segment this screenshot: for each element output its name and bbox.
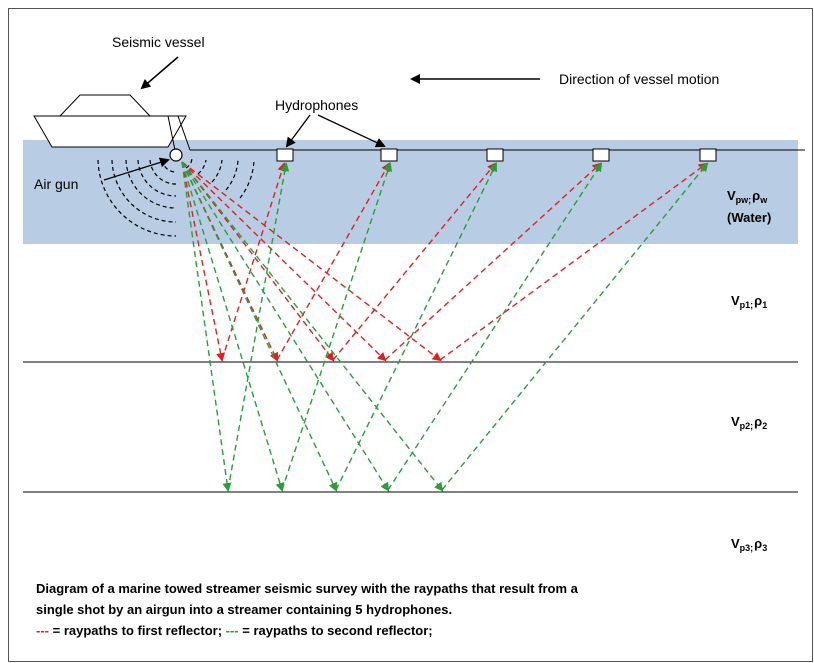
layer1-label: Vp1;ρ1 (731, 293, 767, 310)
second-reflector-raypaths (181, 161, 709, 492)
hydrophone-pointer-left (285, 114, 311, 148)
first-reflector-raypaths (181, 161, 708, 362)
ray-green-up-3 (335, 162, 497, 491)
vessel-pointer-arrow (140, 56, 179, 90)
legend-green-text: = raypaths to second reflector; (238, 623, 433, 638)
caption-line-1: Diagram of a marine towed streamer seism… (36, 581, 578, 596)
ray-green-up-4 (387, 162, 603, 491)
ray-red-up-2 (276, 162, 390, 361)
ray-red-down-2 (181, 161, 279, 362)
legend-red-dash: --- (36, 623, 49, 638)
water-name-label: (Water) (727, 210, 771, 225)
airgun-label: Air gun (34, 176, 78, 192)
ray-red-down-4 (181, 161, 387, 362)
water-velocity-label: Vpw;ρw (727, 188, 768, 205)
seismic-vessel (33, 94, 187, 148)
ray-red-up-3 (332, 162, 497, 361)
ray-red-down-5 (181, 161, 442, 362)
airgun-pointer-arrow (103, 157, 170, 181)
air-gun (169, 148, 183, 162)
ray-green-down-2 (181, 161, 285, 492)
caption: Diagram of a marine towed streamer seism… (36, 578, 796, 641)
caption-legend: --- = raypaths to first reflector; --- =… (36, 620, 796, 641)
hydrophone-2 (380, 148, 398, 162)
direction-label: Direction of vessel motion (559, 71, 719, 87)
hydrophone-1 (276, 148, 294, 162)
hydrophone-5 (699, 148, 717, 162)
vessel-label: Seismic vessel (112, 34, 205, 50)
legend-green-dash: --- (222, 623, 239, 638)
ray-red-down-3 (181, 161, 335, 362)
legend-red-text: = raypaths to first reflector; (49, 623, 223, 638)
hydrophones-label: Hydrophones (275, 97, 358, 113)
layer2-label: Vp2;ρ2 (731, 414, 767, 431)
layer3-label: Vp3;ρ3 (731, 536, 767, 553)
ray-green-up-5 (441, 162, 709, 491)
ray-red-down-1 (181, 161, 226, 362)
ray-red-up-5 (439, 162, 708, 361)
streamer-cable (177, 115, 191, 151)
ray-green-down-4 (181, 161, 390, 492)
hydrophone-pointer-right (317, 114, 386, 148)
ray-green-up-1 (227, 162, 290, 491)
ray-green-down-3 (181, 161, 338, 492)
hydrophone-3 (486, 148, 504, 162)
ray-green-down-1 (181, 161, 232, 492)
hydrophone-4 (592, 148, 610, 162)
ray-red-up-4 (384, 162, 602, 361)
tow-cable (167, 115, 177, 156)
seismic-diagram: Seismic vessel Direction of vessel motio… (23, 34, 805, 553)
hydrophones (276, 148, 717, 162)
ray-green-up-2 (281, 162, 393, 491)
caption-line-2: single shot by an airgun into a streamer… (36, 602, 453, 617)
